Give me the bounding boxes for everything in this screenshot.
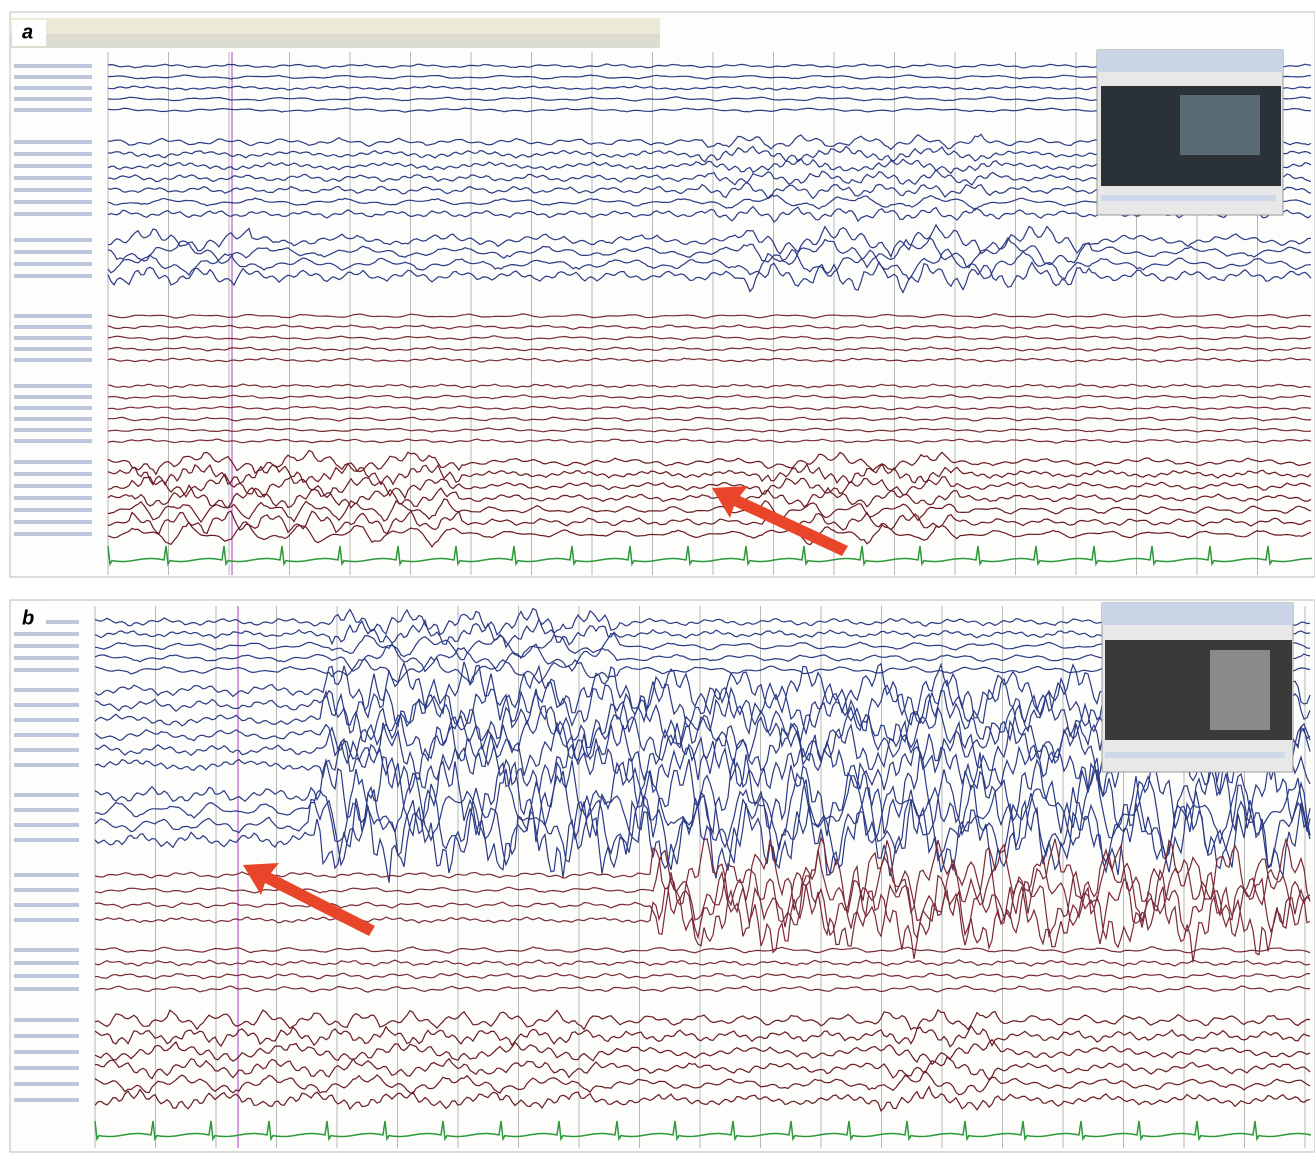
panel-label: b [22,607,34,629]
channel-label [14,439,92,443]
channel-label [14,508,92,512]
channel-label [14,395,92,399]
channel-label [14,644,79,648]
channel-label [14,763,79,767]
channel-label [14,808,79,812]
panel-label: a [22,21,33,43]
channel-label [14,961,79,965]
channel-label [14,1098,79,1102]
channel-label [14,918,79,922]
channel-label [14,140,92,144]
video-window [1102,603,1293,772]
channel-label [14,164,92,168]
channel-label [14,406,92,410]
channel-label [14,417,92,421]
channel-label [14,347,92,351]
channel-label [14,718,79,722]
channel-label [14,1050,79,1054]
channel-label [14,64,92,68]
channel-label [14,838,79,842]
channel-label [14,97,92,101]
channel-label [14,823,79,827]
channel-label [14,460,92,464]
channel-label [14,888,79,892]
channel-label [14,1034,79,1038]
channel-label [14,1082,79,1086]
channel-label [14,748,79,752]
channel-label [14,384,92,388]
page: a b (() => { const data = JSON.parse(doc… [0,0,1315,1155]
menu-bar [10,18,660,34]
channel-label [14,656,79,660]
channel-label [14,532,92,536]
channel-label [14,325,92,329]
channel-label [14,987,79,991]
channel-label [14,974,79,978]
channel-label [14,176,92,180]
channel-label [14,212,92,216]
channel-label [14,336,92,340]
channel-label [14,358,92,362]
channel-label [14,632,79,636]
channel-label [14,274,92,278]
channel-label [14,152,92,156]
channel-label [14,262,92,266]
channel-label [14,1018,79,1022]
channel-label [14,703,79,707]
channel-label [14,250,92,254]
channel-label [14,200,92,204]
channel-label [14,238,92,242]
toolbar [10,34,660,48]
channel-label [14,188,92,192]
channel-label [14,472,92,476]
channel-label [14,520,92,524]
channel-label [14,793,79,797]
channel-label [14,733,79,737]
channel-label [14,428,92,432]
video-window [1097,50,1283,215]
channel-label [14,75,92,79]
channel-label [14,314,92,318]
channel-label [14,496,92,500]
channel-label [14,688,79,692]
channel-label [14,1066,79,1070]
channel-label [14,873,79,877]
channel-label [14,668,79,672]
channel-label [14,484,92,488]
channel-label [14,903,79,907]
figure: a b [0,0,1315,1155]
channel-label [14,948,79,952]
channel-label [14,108,92,112]
channel-label [14,86,92,90]
